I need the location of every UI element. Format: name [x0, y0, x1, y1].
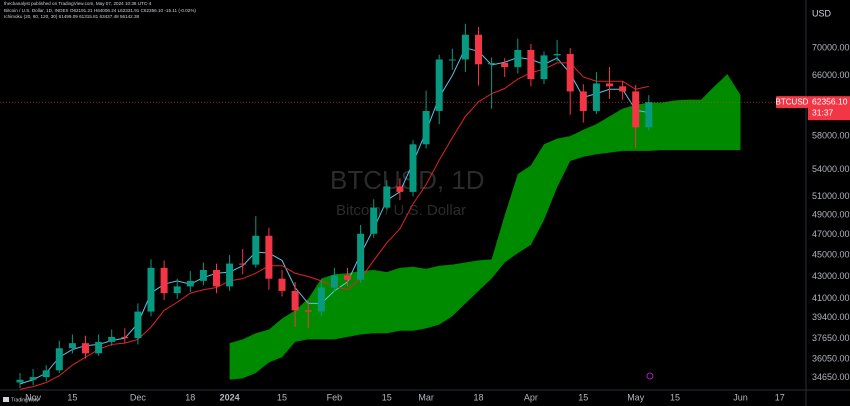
candle-body [396, 186, 404, 192]
candle-body [173, 286, 181, 294]
y-tick-label: 51000.00 [812, 191, 850, 201]
candle-body [265, 235, 273, 279]
y-tick-label: 45000.00 [812, 250, 850, 260]
watermark-title: BTCUSD, 1D [330, 165, 485, 195]
y-tick-label: 37650.00 [812, 333, 850, 343]
x-tick-label: 15 [67, 392, 77, 402]
candle-body [317, 287, 325, 312]
candle-body [239, 263, 247, 265]
price-tag [808, 96, 850, 121]
x-tick-label: 17 [775, 392, 785, 402]
candle-body [226, 263, 234, 287]
logo-icon [3, 397, 9, 402]
candle-body [370, 207, 378, 234]
y-tick-label: 34650.00 [812, 372, 850, 382]
x-tick-label: Mar [418, 392, 434, 402]
candle-body [134, 311, 142, 339]
candle-body [632, 91, 640, 128]
watermark-subtitle: Bitcoin / U.S. Dollar [336, 202, 466, 219]
y-tick-label: 41000.00 [812, 293, 850, 303]
y-tick-label: 66000.00 [812, 70, 850, 80]
header-line: thecbanalyst published on TradingView.co… [4, 1, 152, 6]
candle-body [16, 379, 24, 383]
x-tick-label: 15 [578, 392, 588, 402]
x-tick-label: Jun [733, 392, 748, 402]
candle-body [147, 267, 155, 312]
y-tick-label: 70000.00 [812, 42, 850, 52]
x-tick-label: May [627, 392, 645, 402]
candle-body [606, 83, 613, 87]
price-tag-label: 62356.10 [812, 96, 848, 106]
candle-body [213, 269, 220, 287]
symbol-tag [776, 96, 808, 109]
candle-body [514, 49, 522, 68]
x-tick-label: Apr [524, 392, 538, 402]
candle-body [108, 336, 116, 342]
y-tick-label: 54000.00 [812, 164, 850, 174]
symbol-tag-label: BTCUSD [776, 97, 809, 106]
candle-body [540, 55, 548, 80]
y-tick-label: 49000.00 [812, 210, 850, 220]
candle-body [160, 267, 168, 294]
candle-body [448, 59, 456, 61]
y-tick-label: 47000.00 [812, 229, 850, 239]
x-tick-label: 2024 [220, 392, 240, 402]
candle-body [291, 290, 299, 311]
y-tick-label: 36050.00 [812, 354, 850, 364]
plot-area [16, 23, 741, 390]
countdown-label: 31:37 [812, 107, 834, 117]
logo: TradingView [11, 397, 39, 403]
candle-body [422, 110, 430, 145]
x-tick-label: Nov [25, 392, 42, 402]
candle-body [330, 275, 338, 288]
candle-body [383, 186, 391, 208]
candle-body [55, 348, 63, 371]
candle-body [435, 59, 443, 111]
candle-body [29, 377, 37, 380]
candle-body [278, 278, 286, 291]
candle-body [344, 275, 351, 280]
candle-body [527, 49, 535, 80]
y-axis-unit: USD [812, 8, 832, 18]
candle-body [409, 144, 417, 192]
x-tick-label: Dec [130, 392, 147, 402]
candle-body [186, 280, 194, 287]
candle-body [592, 83, 600, 111]
candle-body [121, 336, 129, 339]
x-tick-label: 18 [185, 392, 195, 402]
candle-body [68, 343, 76, 349]
candle-body [579, 91, 587, 111]
x-tick-label: 15 [670, 392, 680, 402]
candle-body [199, 269, 207, 281]
candle-body [82, 343, 89, 354]
candle-body [42, 370, 50, 378]
candle-body [475, 34, 482, 65]
x-tick-label: 15 [382, 392, 392, 402]
candle-body [252, 235, 260, 265]
candle-body [553, 54, 561, 56]
candle-body [357, 233, 365, 280]
x-tick-label: 18 [473, 392, 483, 402]
event-icon [646, 372, 654, 380]
header-line: Bitcoin / U.S. Dollar, 1D, INDEX O62191.… [4, 8, 196, 13]
candle-body [501, 62, 509, 68]
y-tick-label: 43000.00 [812, 271, 850, 281]
candle-body [566, 54, 574, 92]
candle-body [461, 34, 469, 60]
y-tick-label: 58000.00 [812, 131, 850, 141]
y-tick-label: 39400.00 [812, 312, 850, 322]
x-tick-label: 15 [277, 392, 287, 402]
ichimoku-cloud [229, 74, 741, 380]
candle-body [619, 86, 627, 92]
candle-body [95, 341, 103, 354]
candle-body [304, 310, 312, 312]
candle-body [488, 62, 496, 65]
x-tick-label: Feb [327, 392, 343, 402]
candle-body [645, 102, 653, 128]
header-line: Ichimoku (20, 60, 120, 30) 61499.09 6131… [4, 14, 140, 19]
